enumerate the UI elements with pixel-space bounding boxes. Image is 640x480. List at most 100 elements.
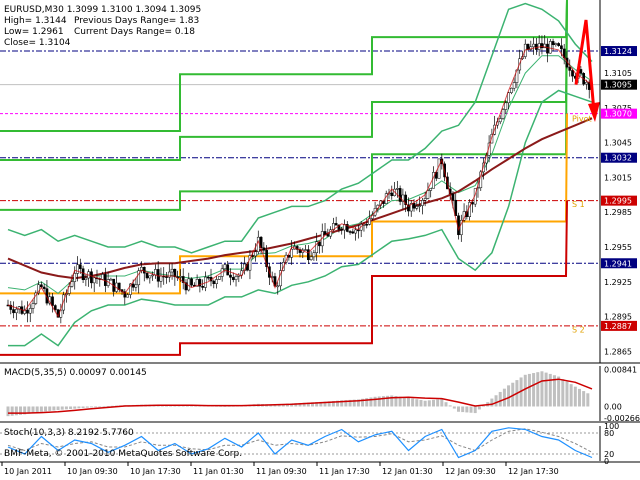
macd-bar — [190, 405, 194, 407]
macd-bar — [582, 391, 586, 407]
candle-up — [223, 264, 227, 270]
candle-up — [31, 303, 35, 309]
macd-bar — [390, 395, 394, 407]
macd-bar — [352, 399, 356, 407]
candle-up — [290, 248, 294, 258]
macd-bar — [81, 406, 85, 409]
candle-down — [306, 249, 310, 261]
macd-tick-0: 0.00841 — [604, 365, 637, 374]
macd-bar — [381, 396, 385, 407]
macd-bar — [532, 373, 536, 407]
macd-bar — [465, 406, 469, 413]
price-tick-9: 1.2985 — [604, 208, 632, 217]
candle-down — [568, 66, 572, 71]
candle-down — [323, 231, 327, 235]
candle-up — [532, 43, 535, 48]
candle-down — [190, 278, 193, 286]
candle-up — [34, 292, 38, 304]
candle-up — [137, 270, 141, 286]
time-tick-label: 10 Jan 09:30 — [67, 467, 118, 476]
macd-bar — [565, 381, 569, 407]
trend-line — [7, 45, 593, 318]
candle-up — [179, 276, 182, 278]
candle-down — [398, 188, 402, 202]
macd-bar — [319, 401, 323, 407]
pivot-label-1: S 1 — [572, 200, 585, 209]
macd-bar — [406, 397, 410, 407]
candle-down — [142, 266, 146, 274]
price-tag-box-1 — [601, 79, 637, 90]
candle-up — [354, 229, 357, 234]
macd-bar — [386, 395, 390, 407]
macd-bar — [294, 403, 298, 407]
candle-up — [409, 202, 413, 212]
time-axis: 10 Jan 2011 10 Jan 09:30 10 Jan 17:30 11 Ja… — [1, 462, 559, 476]
candle-up — [248, 255, 252, 271]
candle-down — [560, 45, 563, 50]
macd-bar — [561, 379, 565, 407]
candle-down — [351, 231, 355, 234]
macd-bar — [6, 406, 10, 417]
candle-up — [276, 285, 280, 288]
candle-up — [415, 206, 419, 209]
candle-down — [131, 283, 135, 288]
candle-down — [326, 234, 330, 237]
macd-bar — [311, 402, 315, 407]
candle-down — [579, 69, 583, 74]
candle-up — [92, 277, 96, 284]
macd-bar — [415, 399, 419, 407]
price-tick-5: 1.3045 — [604, 139, 632, 148]
candle-up — [329, 229, 332, 237]
macd-bar — [398, 396, 402, 407]
macd-bar — [102, 406, 106, 408]
candle-up — [512, 82, 516, 89]
price-tag-box-6 — [601, 320, 637, 331]
candle-up — [148, 275, 152, 279]
stoch-tick-1: 80 — [604, 429, 614, 438]
candle-up — [498, 118, 502, 123]
candle-up — [76, 264, 79, 274]
macd-bar — [327, 401, 331, 407]
candle-up — [418, 205, 421, 207]
candle-down — [53, 305, 57, 310]
stoch-main-line — [7, 427, 593, 459]
time-tick-label: 12 Jan 01:30 — [382, 467, 433, 476]
macd-bar — [448, 405, 452, 407]
candle-down — [535, 43, 538, 50]
candle-up — [279, 270, 282, 287]
candle-down — [231, 277, 235, 280]
candle-down — [345, 224, 349, 232]
step-line-4 — [0, 200, 568, 356]
macd-tick-2: -0.00266 — [604, 414, 640, 423]
macd-bar — [577, 388, 581, 407]
candle-up — [501, 109, 505, 119]
time-tick-label: 12 Jan 17:30 — [508, 467, 559, 476]
candle-up — [395, 188, 399, 190]
time-tick-label: 11 Jan 01:30 — [193, 467, 244, 476]
candle-up — [170, 268, 174, 273]
macd-tick-1: 0.00 — [604, 402, 622, 411]
candle-up — [14, 308, 18, 314]
stoch-panel: 10080200 — [0, 422, 640, 466]
time-tick-label: 12 Jan 09:30 — [445, 467, 496, 476]
candle-down — [181, 276, 185, 283]
candle-up — [423, 198, 427, 201]
macd-bar — [356, 399, 360, 407]
macd-bar — [110, 405, 114, 407]
candle-down — [26, 309, 29, 314]
candle-up — [218, 276, 221, 280]
bollinger-upper — [7, 2, 593, 254]
candle-down — [546, 43, 549, 54]
macd-bar — [411, 398, 415, 407]
macd-bar — [502, 388, 506, 407]
macd-bar — [14, 406, 18, 416]
stoch-label: Stoch(10,3,3) 8.2192 5.7760 — [4, 428, 134, 438]
candle-down — [184, 282, 188, 291]
macd-bar — [573, 386, 577, 407]
candle-up — [315, 241, 319, 254]
macd-bar — [315, 402, 319, 407]
macd-bar — [298, 402, 302, 407]
candle-down — [571, 70, 574, 77]
macd-bar — [586, 393, 590, 407]
